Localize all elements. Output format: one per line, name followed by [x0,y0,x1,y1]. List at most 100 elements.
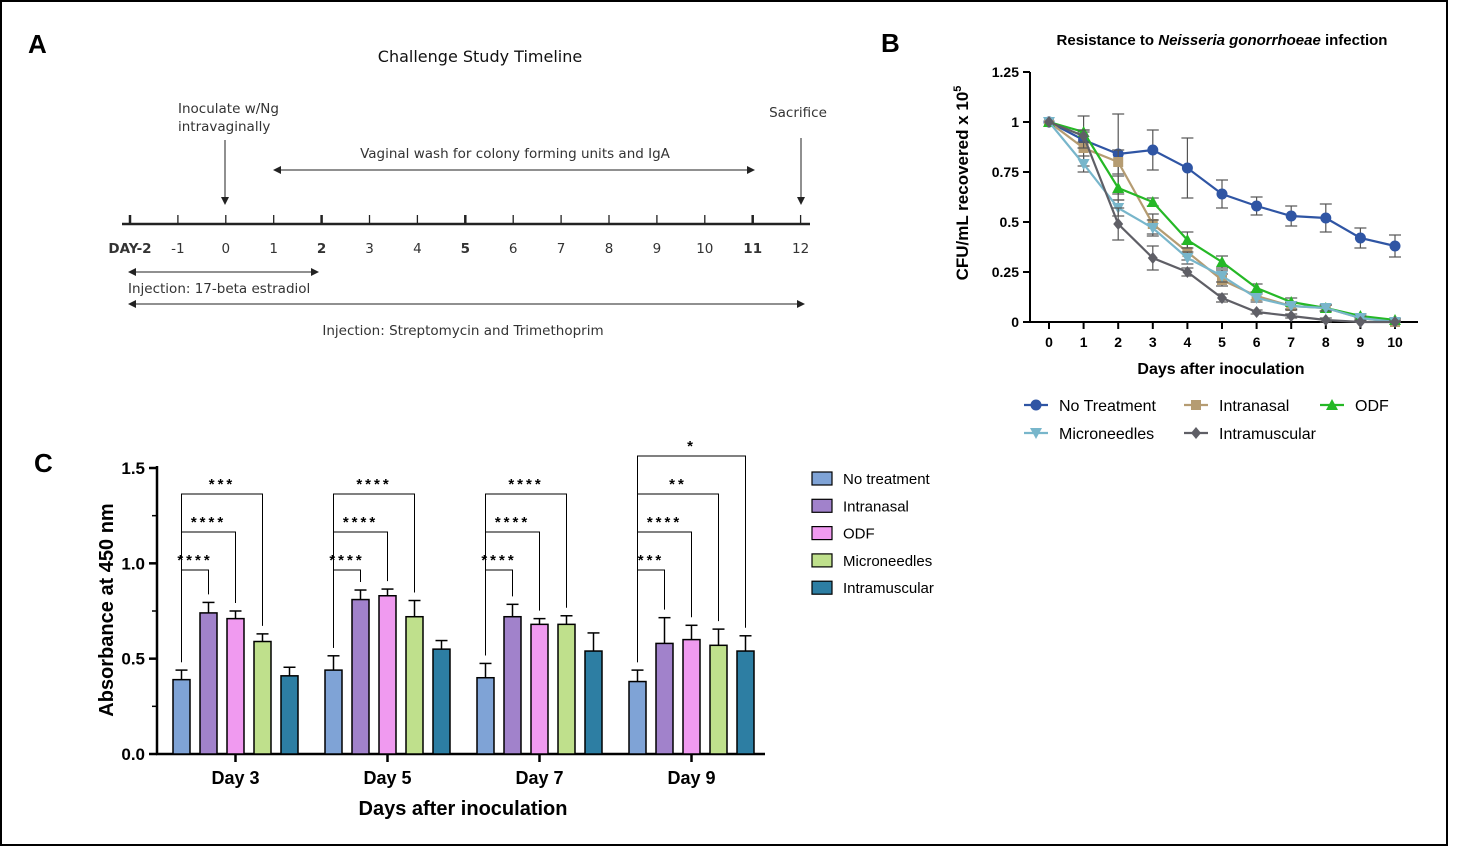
wash-arrowhead-right [747,166,755,174]
timeline-tick-label: 7 [557,241,566,257]
timeline-tick-label: 4 [413,241,422,257]
data-point [1217,292,1227,304]
data-point [1146,223,1159,234]
data-point [1147,144,1159,156]
bar-group-item [324,655,343,755]
line-chart-plot [1043,113,1401,328]
bar-chart-significance: ****************************************… [177,438,746,663]
legend-label: No Treatment [1059,398,1156,415]
significance-bracket: **** [333,476,415,648]
line-chart-x-tick-label: 9 [1357,334,1365,350]
legend-label: Intranasal [843,498,909,515]
bar-group-item [199,601,218,755]
data-point [1286,310,1297,322]
bar-chart-plot [172,588,755,755]
data-point [1181,162,1193,174]
data-point [1250,282,1263,293]
legend-label: Intranasal [1219,398,1289,415]
bar-group-item [351,589,370,755]
legend-label: Microneedles [1059,426,1154,443]
bar-group-item [378,588,397,755]
timeline-tick-label: DAY-2 [108,241,151,257]
timeline-tick-label: 5 [461,241,470,257]
legend-item-no-treatment: No treatment [811,471,931,488]
legend-label: Intramuscular [843,580,934,597]
data-point [1181,253,1194,264]
timeline-tick-label: 2 [317,241,326,257]
line-chart-x-tick-label: 2 [1114,334,1122,350]
timeline-tick-label: 12 [792,241,809,257]
data-point [1182,266,1193,278]
line-chart-y-tick-label: 1 [1011,114,1019,130]
data-point [1077,159,1090,170]
bar-chart-y-tick-label: 0.5 [121,650,145,669]
timeline-ticks: DAY-2 -1 0 1 2 3 4 5 6 7 8 9 10 11 12 [108,215,809,257]
bar-group-item [253,633,272,755]
bar-chart-category-label: Day 9 [667,768,715,788]
panel-a-label: A [28,29,47,59]
data-point [1078,130,1089,142]
legend-item-intramuscular: Intramuscular [1184,426,1317,443]
bar-group-item [476,662,495,755]
significance-label: **** [481,552,516,569]
line-chart-y-label: CFU/mL recovered x 105 [952,86,972,281]
data-point [1250,293,1263,304]
data-point [1389,240,1401,252]
legend-label: Intramuscular [1219,426,1317,443]
bar-microneedles [405,615,424,755]
bracket-line [637,455,746,663]
bracket-line [333,493,415,648]
line-chart-y-tick-label: 0 [1011,314,1019,330]
bar-chart-x-label: Days after inoculation [359,798,568,820]
bar-group-item [709,628,728,755]
estradiol-arrowhead-right [311,268,319,276]
data-point [1113,157,1124,167]
timeline-tick-label: 1 [269,241,278,257]
data-point [1216,188,1228,200]
legend-item-intranasal: Intranasal [1184,398,1289,415]
line-series-no-treatment [1043,113,1401,258]
antibiotics-arrowhead-right [797,300,805,308]
bar-intramuscular [736,650,755,755]
legend-item-intramuscular: Intramuscular [811,580,934,597]
bar-intranasal [503,615,522,755]
legend-marker [1326,399,1338,410]
sacrifice-label: Sacrifice [769,105,827,121]
bar-intramuscular [432,648,451,755]
inoculate-label-line1: Inoculate w/Ng [178,101,279,117]
significance-bracket: *** [181,476,263,663]
bar-chart-y-tick-label: 1.0 [121,554,145,573]
bar-group-item [503,603,522,755]
panel-c: C 0.0 0.5 1.0 1.5 Day 3 Day 5 Day 7 Day 9 Absor… [34,438,934,820]
sacrifice-arrowhead [797,197,805,205]
legend-swatch [811,498,833,513]
wash-arrowhead-left [273,166,281,174]
legend-marker [1191,400,1201,410]
legend-item-intranasal: Intranasal [811,498,909,515]
data-point [1112,182,1125,193]
antibiotics-label: Injection: Streptomycin and Trimethoprim [322,323,603,339]
significance-label: **** [177,552,212,569]
legend-item-no-treatment: No Treatment [1024,398,1156,415]
timeline-title: Challenge Study Timeline [378,47,582,66]
timeline-tick-label: 6 [509,241,518,257]
bar-group-item [682,624,701,755]
bar-group-item [226,610,245,755]
data-point [1216,256,1228,267]
timeline-tick-label: 10 [696,241,713,257]
significance-bracket: * [637,438,746,663]
line-chart-x-tick-label: 10 [1387,334,1403,350]
bar-intramuscular [584,650,603,755]
significance-label: **** [343,514,378,531]
line-chart-x-tick-label: 3 [1149,334,1157,350]
data-point [1216,271,1228,282]
bar-no-treatment [628,680,647,755]
line-chart-y-tick-label: 0.25 [992,264,1019,280]
wash-label: Vaginal wash for colony forming units an… [360,146,671,162]
legend-label: No treatment [843,471,931,488]
legend-item-microneedles: Microneedles [1024,426,1154,443]
line-chart-y-tick-label: 1.25 [992,64,1019,80]
line-chart-x-tick-label: 1 [1080,334,1088,350]
significance-label: **** [191,514,226,531]
legend-item-microneedles: Microneedles [811,553,932,570]
